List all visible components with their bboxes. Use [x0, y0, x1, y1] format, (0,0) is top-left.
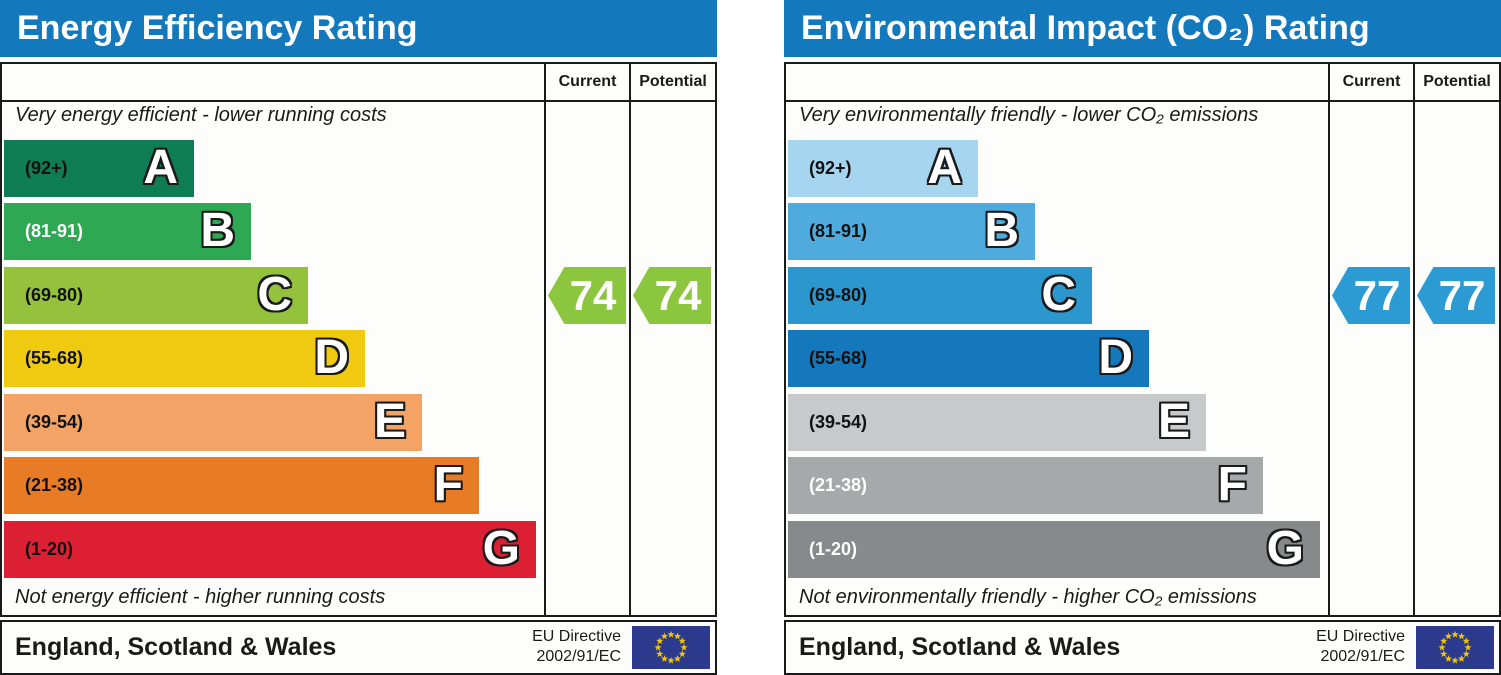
band-letter: F [1217, 458, 1247, 511]
band-letter: E [1157, 395, 1190, 448]
band-letter: G [482, 522, 520, 575]
band-row-d: (55-68) D [4, 330, 365, 387]
top-note: Very energy efficient - lower running co… [15, 104, 387, 126]
band-letter: B [984, 204, 1019, 257]
band-range: (81-91) [809, 221, 868, 241]
band-range: (21-38) [809, 475, 868, 495]
band-letter: D [1098, 331, 1133, 384]
eu-directive-line2: 2002/91/EC [1320, 648, 1405, 665]
band-row-c: (69-80) C [788, 267, 1092, 324]
column-divider [1413, 64, 1415, 615]
footer-bar: England, Scotland & Wales EU Directive 2… [0, 620, 717, 675]
panel-title-bar: Energy Efficiency Rating [0, 0, 717, 57]
current-column-header: Current [558, 73, 617, 90]
bottom-note: Not environmentally friendly - higher CO… [799, 586, 1257, 608]
column-divider [1328, 64, 1330, 615]
region-label: England, Scotland & Wales [15, 633, 337, 661]
band-range: (55-68) [809, 348, 868, 368]
potential-rating-arrow: 74 [633, 267, 711, 324]
band-range: (1-20) [25, 539, 74, 559]
rating-table: Current Potential Very energy efficient … [0, 62, 717, 617]
band-range: (92+) [809, 158, 852, 178]
eu-flag-icon [632, 626, 710, 669]
band-row-a: (92+) A [4, 140, 194, 197]
band-row-a: (92+) A [788, 140, 978, 197]
bottom-note: Not energy efficient - higher running co… [15, 586, 386, 608]
eu-directive-line2: 2002/91/EC [536, 648, 621, 665]
band-letter: D [314, 331, 349, 384]
band-range: (1-20) [809, 539, 858, 559]
band-row-f: (21-38) F [788, 457, 1263, 514]
current-rating-value: 77 [1353, 271, 1401, 319]
band-letter: F [433, 458, 463, 511]
band-row-e: (39-54) E [788, 394, 1206, 451]
region-label: England, Scotland & Wales [799, 633, 1121, 661]
band-letter: C [257, 268, 292, 321]
potential-rating-arrow: 77 [1417, 267, 1495, 324]
eu-directive-line1: EU Directive [532, 628, 621, 645]
eu-directive-label: EU Directive 2002/91/EC [1316, 627, 1405, 667]
band-letter: B [200, 204, 235, 257]
column-divider [629, 64, 631, 615]
band-range: (55-68) [25, 348, 84, 368]
band-range: (92+) [25, 158, 68, 178]
band-range: (69-80) [25, 285, 84, 305]
potential-rating-value: 74 [654, 271, 702, 319]
current-rating-arrow: 74 [548, 267, 626, 324]
eu-flag-icon [1416, 626, 1494, 669]
footer-bar: England, Scotland & Wales EU Directive 2… [784, 620, 1501, 675]
environmental-impact-panel: Environmental Impact (CO₂) Rating Curren… [784, 0, 1501, 675]
top-note: Very environmentally friendly - lower CO… [799, 104, 1259, 126]
eu-directive-line1: EU Directive [1316, 628, 1405, 645]
band-range: (39-54) [25, 412, 84, 432]
band-range: (21-38) [25, 475, 84, 495]
header-divider [786, 100, 1499, 102]
band-letter: G [1266, 522, 1304, 575]
band-row-b: (81-91) B [4, 203, 251, 260]
band-row-e: (39-54) E [4, 394, 422, 451]
band-row-f: (21-38) F [4, 457, 479, 514]
current-column-header: Current [1342, 73, 1401, 90]
panel-title: Environmental Impact (CO₂) Rating [801, 9, 1370, 47]
band-range: (69-80) [809, 285, 868, 305]
current-rating-value: 74 [569, 271, 617, 319]
panel-title-bar: Environmental Impact (CO₂) Rating [784, 0, 1501, 57]
band-range: (39-54) [809, 412, 868, 432]
header-divider [2, 100, 715, 102]
band-row-g: (1-20) G [4, 521, 536, 578]
potential-column-header: Potential [639, 73, 707, 90]
band-letter: E [373, 395, 406, 448]
band-letter: A [143, 141, 178, 194]
energy-efficiency-panel: Energy Efficiency Rating Current Potenti… [0, 0, 717, 675]
band-row-c: (69-80) C [4, 267, 308, 324]
current-rating-arrow: 77 [1332, 267, 1410, 324]
band-row-b: (81-91) B [788, 203, 1035, 260]
column-divider [544, 64, 546, 615]
potential-column-header: Potential [1423, 73, 1491, 90]
potential-rating-value: 77 [1438, 271, 1486, 319]
band-row-d: (55-68) D [788, 330, 1149, 387]
band-letter: C [1041, 268, 1076, 321]
panel-title: Energy Efficiency Rating [17, 9, 418, 47]
band-letter: A [927, 141, 962, 194]
band-range: (81-91) [25, 221, 84, 241]
band-row-g: (1-20) G [788, 521, 1320, 578]
rating-table: Current Potential Very environmentally f… [784, 62, 1501, 617]
eu-directive-label: EU Directive 2002/91/EC [532, 627, 621, 667]
